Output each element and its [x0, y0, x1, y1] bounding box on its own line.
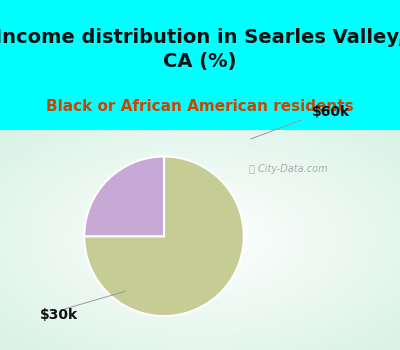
- Text: Income distribution in Searles Valley,
CA (%): Income distribution in Searles Valley, C…: [0, 28, 400, 71]
- Text: $30k: $30k: [40, 308, 78, 322]
- Text: Black or African American residents: Black or African American residents: [46, 99, 354, 114]
- Wedge shape: [84, 156, 244, 316]
- Text: ⓘ City-Data.com: ⓘ City-Data.com: [249, 164, 327, 174]
- Text: $60k: $60k: [312, 105, 350, 119]
- Wedge shape: [84, 156, 164, 236]
